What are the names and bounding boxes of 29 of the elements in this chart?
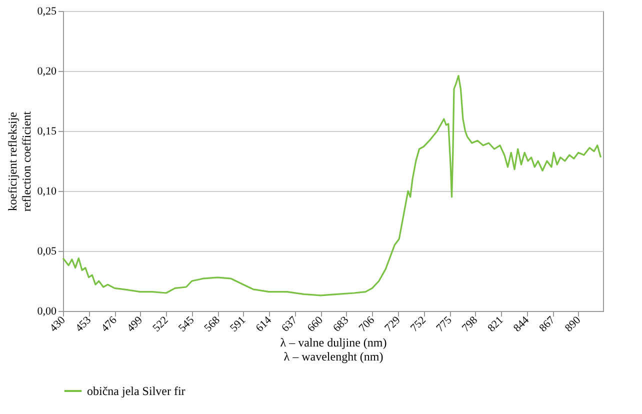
x-tick-label: 545 [176, 314, 197, 334]
x-tick-label: 867 [537, 314, 558, 334]
x-tick-label: 660 [305, 314, 326, 334]
x-tick-label: 798 [460, 314, 480, 334]
y-axis-title: koeficijent refleksije reflection coefficient [5, 110, 34, 212]
x-tick-label: 453 [73, 314, 94, 334]
x-tick-label: 729 [382, 314, 404, 334]
x-tick-label: 775 [434, 314, 455, 334]
legend-label: obična jela Silver fir [87, 384, 186, 398]
x-tick-label: 844 [511, 314, 532, 334]
y-tick-label: 0,25 [37, 6, 57, 18]
y-tick-label: 0,15 [37, 126, 57, 138]
x-tick-label: 683 [331, 314, 352, 334]
y-tick-label: 0,20 [37, 66, 57, 78]
x-tick-label: 706 [356, 314, 378, 334]
x-tick-label: 752 [408, 314, 428, 334]
x-tick-label: 522 [150, 314, 171, 334]
x-tick-label: 499 [124, 314, 146, 334]
x-tick-label: 591 [228, 314, 248, 334]
x-tick-label: 568 [202, 314, 223, 334]
y-tick-label: 0,10 [37, 186, 57, 198]
line-series [62, 75, 602, 296]
x-tick-label: 476 [99, 314, 120, 334]
x-tick-label: 614 [254, 314, 274, 334]
x-tick-label: 890 [562, 314, 584, 334]
x-tick-label: 821 [486, 314, 506, 334]
x-tick-label: 637 [280, 314, 300, 334]
x-axis-title: λ – valne duljine (nm) λ – wavelenght (nm) [280, 336, 387, 364]
y-tick-label: 0,05 [37, 246, 57, 258]
